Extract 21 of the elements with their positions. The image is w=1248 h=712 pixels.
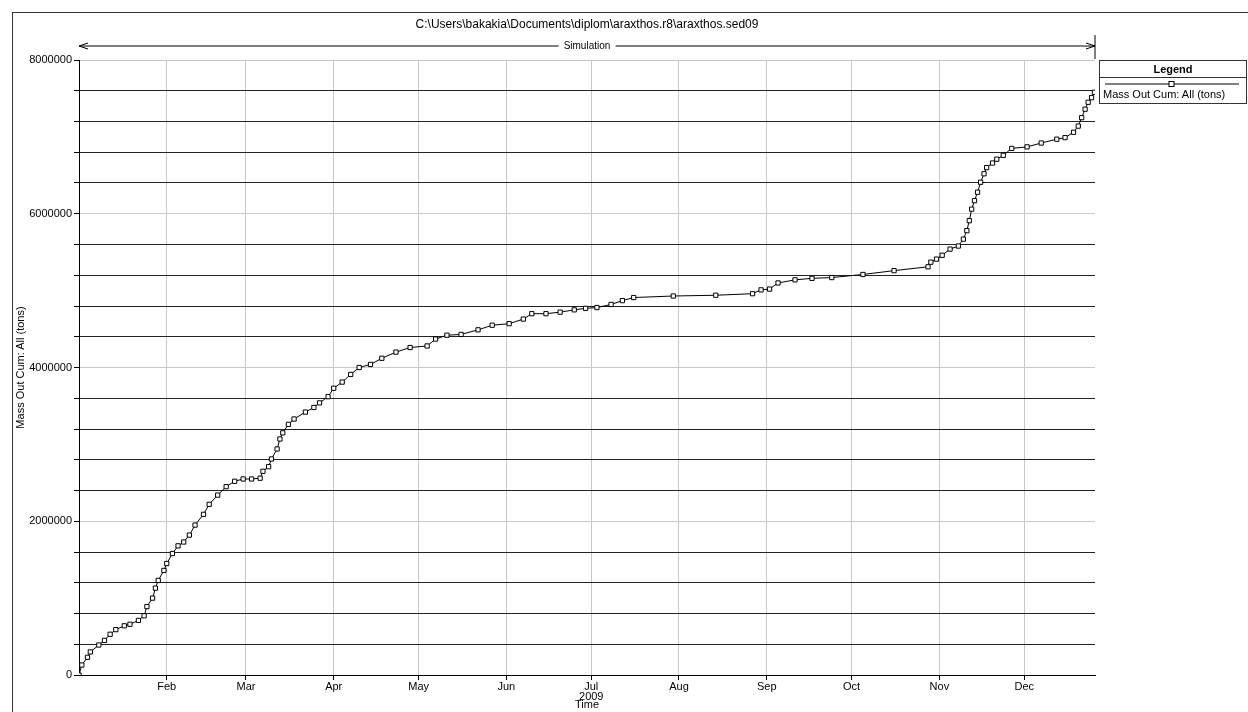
x-tick-label: Dec bbox=[1014, 679, 1035, 692]
x-tick-label: Jun bbox=[497, 679, 516, 692]
x-tick-label: Mar bbox=[236, 679, 256, 692]
x-tick-label: Sep bbox=[756, 679, 777, 692]
x-tick-label: Jul 2009 bbox=[579, 679, 604, 702]
text: Simulation bbox=[558, 40, 616, 52]
chart-title: C:\Users\bakakia\Documents\diplom\araxthos.r8\araxthos.sed09 bbox=[415, 17, 759, 32]
legend-title: Legend bbox=[1100, 61, 1246, 78]
y-tick-label: 2000000 bbox=[29, 514, 72, 527]
y-tick-label: 0 bbox=[65, 668, 72, 681]
y-tick-label: 6000000 bbox=[29, 206, 72, 219]
x-tick-label: Feb bbox=[157, 679, 177, 692]
x-tick-label: May bbox=[408, 679, 430, 692]
x-tick-label: Oct bbox=[843, 679, 861, 692]
x-tick-label: Aug bbox=[669, 679, 689, 692]
x-tick-label: Apr bbox=[325, 679, 343, 692]
y-tick-label: 4000000 bbox=[29, 360, 72, 373]
y-axis-title: Mass Out Cum: All (tons) bbox=[14, 306, 27, 429]
legend-label: Mass Out Cum: All (tons) bbox=[1103, 88, 1227, 100]
x-tick-label: Nov bbox=[929, 679, 950, 692]
y-tick-label: 8000000 bbox=[29, 53, 72, 66]
